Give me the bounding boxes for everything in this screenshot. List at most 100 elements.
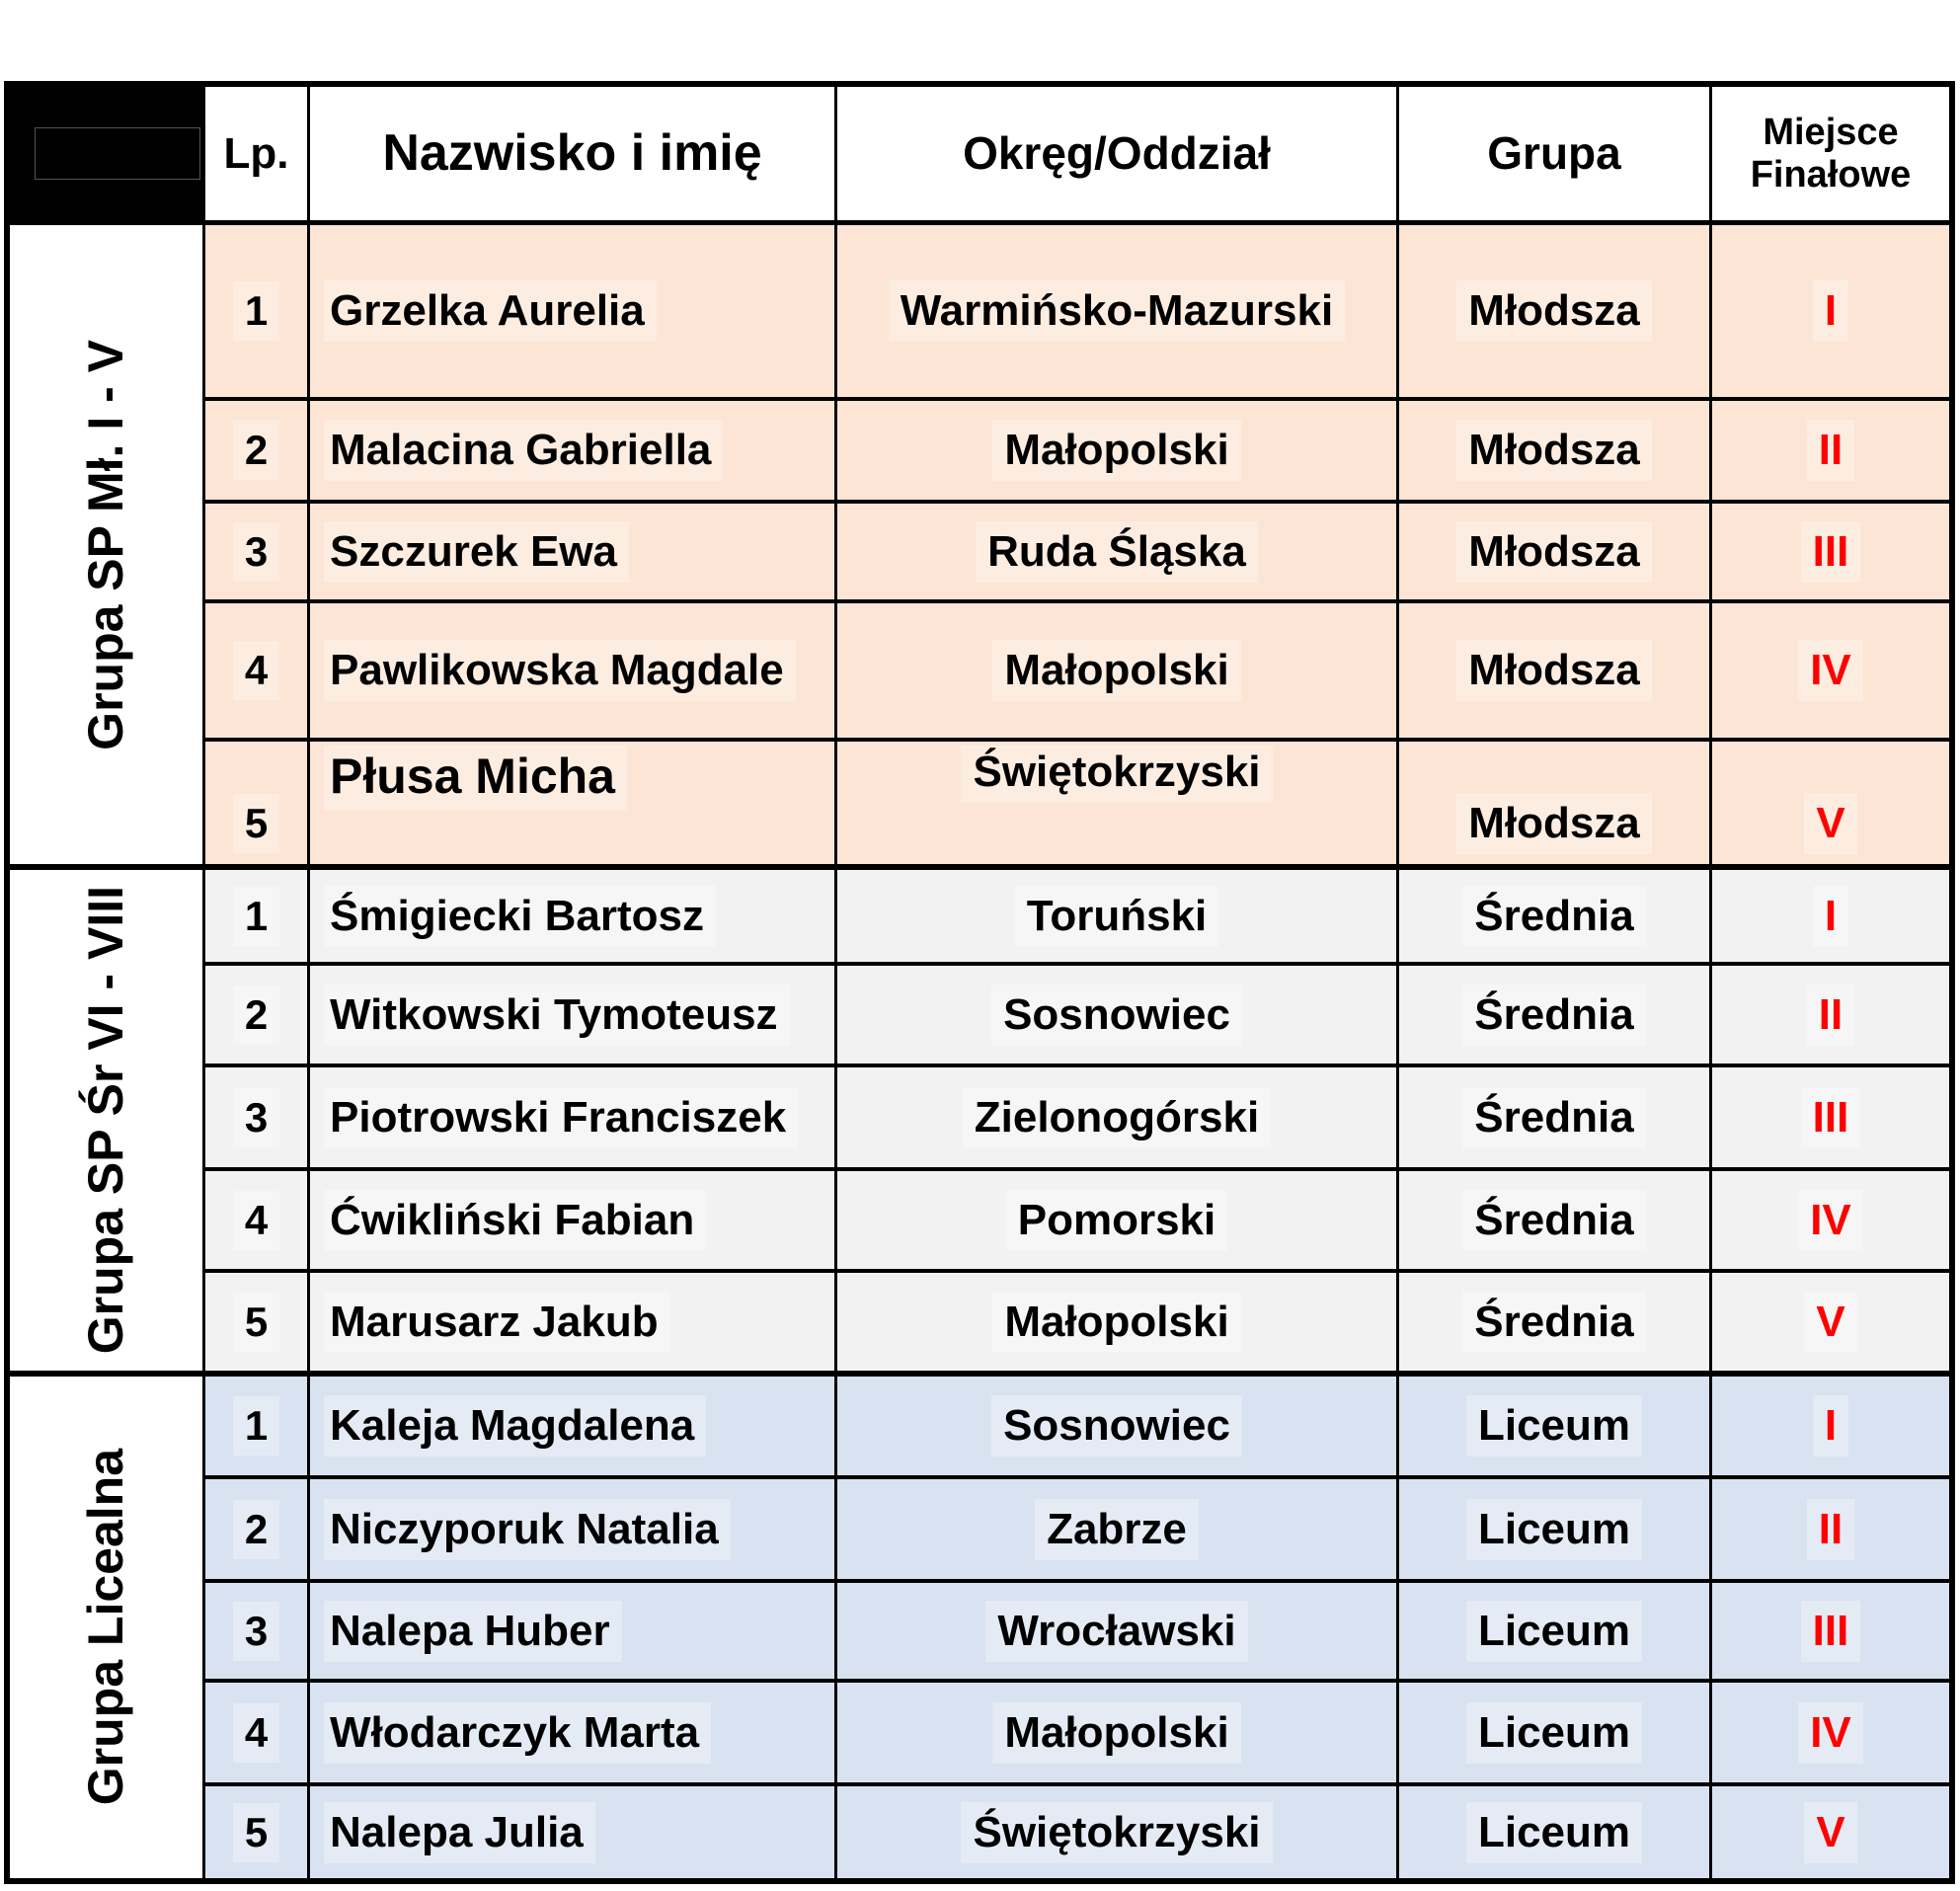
name-value: Marusarz Jakub — [324, 1291, 670, 1353]
lp-cell: 4 — [205, 603, 310, 742]
region-value: Małopolski — [992, 1291, 1241, 1353]
region-cell: Sosnowiec — [837, 966, 1399, 1067]
group-value: Średnia — [1462, 1291, 1646, 1353]
header-region-label: Okręg/Oddział — [963, 126, 1271, 179]
header-lp-label: Lp. — [223, 128, 289, 178]
lp-value: 2 — [232, 421, 280, 480]
lp-cell: 3 — [205, 504, 310, 603]
group-value: Młodsza — [1456, 640, 1652, 701]
region-cell: Małopolski — [837, 603, 1399, 742]
place-value: I — [1812, 885, 1849, 947]
name-value: Nalepa Julia — [324, 1801, 595, 1863]
lp-value: 4 — [232, 1190, 280, 1250]
name-value: Pawlikowska Magdale — [324, 640, 796, 701]
place-cell: V — [1712, 1273, 1949, 1377]
place-cell: V — [1712, 1786, 1949, 1878]
group-value: Liceum — [1465, 1395, 1643, 1457]
name-cell: Ćwikliński Fabian — [310, 1171, 837, 1273]
region-cell: Pomorski — [837, 1171, 1399, 1273]
place-value: V — [1804, 793, 1857, 854]
region-value: Pomorski — [1005, 1189, 1228, 1251]
group-label-sp-sr-text: Grupa SP Śr VI - VIII — [78, 886, 134, 1355]
lp-value: 3 — [232, 1601, 280, 1661]
group-cell: Średnia — [1399, 1067, 1712, 1171]
group-value: Liceum — [1465, 1498, 1643, 1560]
name-value: Płusa Micha — [324, 746, 627, 811]
header-region: Okręg/Oddział — [837, 87, 1399, 225]
name-cell: Nalepa Huber — [310, 1583, 837, 1683]
region-value: Sosnowiec — [991, 1395, 1242, 1457]
lp-value: 5 — [232, 794, 280, 853]
group-cell: Średnia — [1399, 966, 1712, 1067]
region-cell: Małopolski — [837, 1273, 1399, 1377]
group-label-licealna-text: Grupa Licealna — [78, 1449, 134, 1806]
region-cell: Toruński — [837, 870, 1399, 966]
lp-cell: 2 — [205, 401, 310, 504]
name-cell: Płusa Micha — [310, 742, 837, 870]
name-cell: Malacina Gabriella — [310, 401, 837, 504]
header-group: Grupa — [1399, 87, 1712, 225]
place-cell: III — [1712, 1067, 1949, 1171]
group-label-sp-ml-text: Grupa SP Mł. I - V — [78, 339, 134, 750]
place-cell: I — [1712, 870, 1949, 966]
group-value: Młodsza — [1456, 420, 1652, 481]
group-cell: Średnia — [1399, 870, 1712, 966]
group-cell: Młodsza — [1399, 225, 1712, 401]
group-cell: Liceum — [1399, 1583, 1712, 1683]
group-value: Młodsza — [1456, 520, 1652, 583]
region-value: Małopolski — [992, 420, 1241, 481]
region-value: Małopolski — [992, 1701, 1241, 1764]
group-value: Średnia — [1462, 885, 1646, 947]
lp-value: 1 — [232, 281, 280, 341]
header-name-label: Nazwisko i imię — [382, 124, 762, 183]
name-value: Ćwikliński Fabian — [324, 1189, 707, 1251]
place-cell: III — [1712, 504, 1949, 603]
lp-value: 3 — [232, 521, 280, 582]
corner-inset-box — [35, 126, 201, 180]
header-place: Miejsce Finałowe — [1712, 87, 1949, 225]
name-value: Malacina Gabriella — [324, 420, 724, 481]
lp-value: 2 — [232, 1499, 280, 1559]
name-cell: Witkowski Tymoteusz — [310, 966, 837, 1067]
group-cell: Liceum — [1399, 1377, 1712, 1479]
name-value: Śmigiecki Bartosz — [324, 885, 717, 947]
name-cell: Piotrowski Franciszek — [310, 1067, 837, 1171]
region-value: Zabrze — [1035, 1498, 1199, 1560]
lp-value: 2 — [232, 985, 280, 1045]
place-value: II — [1806, 984, 1855, 1046]
lp-cell: 2 — [205, 966, 310, 1067]
region-value: Ruda Śląska — [976, 520, 1258, 583]
header-name: Nazwisko i imię — [310, 87, 837, 225]
place-value: III — [1800, 1600, 1861, 1662]
group-value: Młodsza — [1456, 280, 1652, 342]
place-cell: IV — [1712, 603, 1949, 742]
lp-value: 1 — [232, 886, 280, 946]
lp-cell: 3 — [205, 1583, 310, 1683]
lp-value: 3 — [232, 1087, 280, 1147]
header-lp: Lp. — [205, 87, 310, 225]
region-cell: Sosnowiec — [837, 1377, 1399, 1479]
place-value: IV — [1798, 640, 1863, 701]
group-value: Średnia — [1462, 1086, 1646, 1148]
group-cell: Liceum — [1399, 1683, 1712, 1786]
name-value: Witkowski Tymoteusz — [324, 984, 790, 1046]
name-cell: Grzelka Aurelia — [310, 225, 837, 401]
group-cell: Młodsza — [1399, 742, 1712, 870]
place-cell: II — [1712, 401, 1949, 504]
group-cell: Liceum — [1399, 1479, 1712, 1583]
results-table: Lp. Nazwisko i imię Okręg/Oddział Grupa … — [4, 81, 1955, 1884]
place-value: V — [1804, 1801, 1857, 1863]
group-label-sp-ml: Grupa SP Mł. I - V — [10, 225, 205, 870]
place-value: II — [1806, 420, 1855, 481]
name-value: Piotrowski Franciszek — [324, 1086, 799, 1148]
lp-cell: 2 — [205, 1479, 310, 1583]
place-value: III — [1800, 1086, 1861, 1148]
group-cell: Młodsza — [1399, 401, 1712, 504]
name-cell: Szczurek Ewa — [310, 504, 837, 603]
place-value: I — [1812, 280, 1849, 342]
name-cell: Marusarz Jakub — [310, 1273, 837, 1377]
lp-value: 5 — [232, 1802, 280, 1862]
name-value: Szczurek Ewa — [324, 520, 630, 583]
group-value: Liceum — [1465, 1600, 1643, 1662]
